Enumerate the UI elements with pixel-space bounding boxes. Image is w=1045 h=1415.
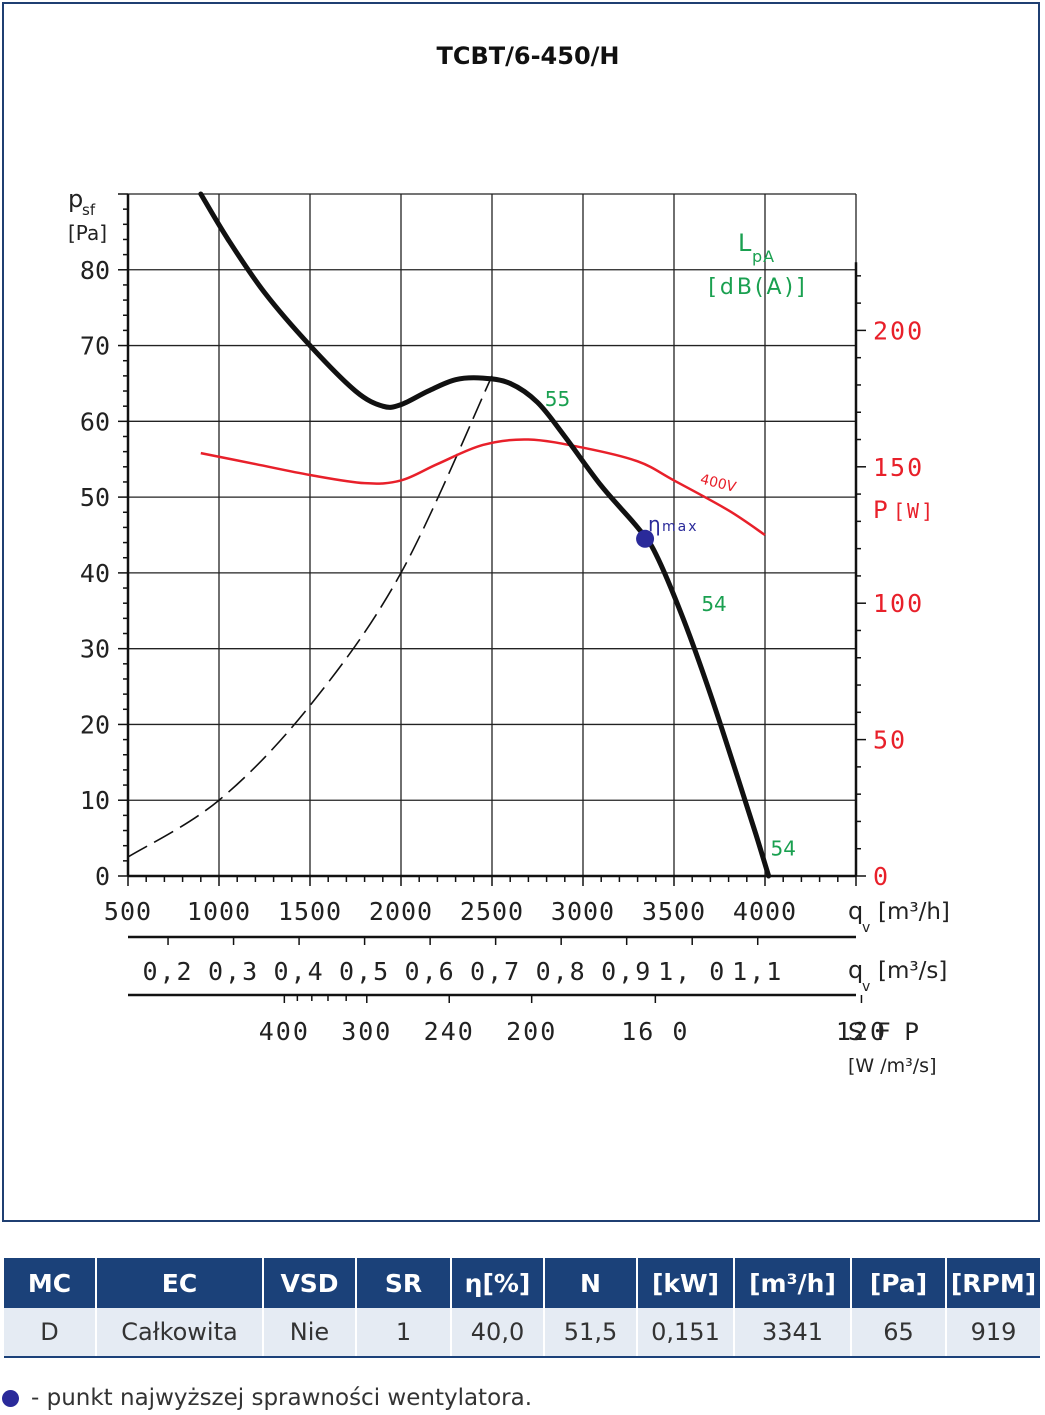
cell-sr: 1 xyxy=(356,1308,452,1358)
header-eta: η[%] xyxy=(451,1258,545,1308)
x-secondary-tick-label: 0,5 xyxy=(339,957,390,986)
chart-frame xyxy=(2,2,1040,1222)
sfp-tick-label: 200 xyxy=(506,1017,557,1046)
y-tick-label: 60 xyxy=(80,407,110,436)
cell-ec: Całkowita xyxy=(96,1308,264,1358)
x-axis-secondary-label-sub: v xyxy=(862,979,870,995)
chart-title: TCBT/6-450/H xyxy=(436,42,619,70)
y-tick-label: 0 xyxy=(95,862,110,891)
header-vsd: VSD xyxy=(263,1258,357,1308)
footnote: - punkt najwyższej sprawności wentylator… xyxy=(2,1385,532,1411)
y-right-tick-label: 200 xyxy=(873,316,924,345)
y-tick-label: 80 xyxy=(80,256,110,285)
parameters-table: MC EC VSD SR η[%] N [kW] [m³/h] [Pa] [RP… xyxy=(4,1258,1040,1358)
noise-label-sub: pA xyxy=(752,247,775,266)
cell-pa: 65 xyxy=(851,1308,947,1358)
header-pa: [Pa] xyxy=(851,1258,947,1308)
x-tick-label: 1000 xyxy=(187,897,251,926)
x-tick-label: 2000 xyxy=(369,897,433,926)
x-secondary-tick-label: 0,4 xyxy=(274,957,325,986)
header-sr: SR xyxy=(356,1258,452,1308)
x-tick-label: 3500 xyxy=(642,897,706,926)
y-axis-left-unit: [Pa] xyxy=(68,221,107,245)
x-tick-label: 4000 xyxy=(733,897,797,926)
x-secondary-tick-label: 0,8 xyxy=(536,957,587,986)
sfp-tick-label: 240 xyxy=(424,1017,475,1046)
eta-max-label: η xyxy=(648,512,661,536)
cell-rpm: 919 xyxy=(946,1308,1040,1358)
y-axis-left-label: p xyxy=(68,185,83,213)
sfp-tick-label: 400 xyxy=(259,1017,310,1046)
y-tick-label: 50 xyxy=(80,483,110,512)
x-tick-label: 3000 xyxy=(551,897,615,926)
y-axis-right-label: P xyxy=(873,496,887,524)
header-n: N xyxy=(544,1258,638,1308)
y-tick-label: 30 xyxy=(80,635,110,664)
voltage-label: 400V xyxy=(699,472,739,496)
y-axis-right-unit: [W] xyxy=(893,499,935,523)
x-tick-label: 2500 xyxy=(460,897,524,926)
noise-label: L xyxy=(738,229,752,257)
x-axis-secondary-label: q xyxy=(848,956,863,984)
y-tick-label: 70 xyxy=(80,332,110,361)
x-secondary-tick-label: 0,7 xyxy=(470,957,521,986)
cell-n: 51,5 xyxy=(544,1308,638,1358)
x-axis-label-sub: v xyxy=(862,920,870,936)
noise-value-label: 55 xyxy=(545,387,570,411)
header-kw: [kW] xyxy=(637,1258,735,1308)
sfp-tick-label: 120 xyxy=(836,1017,887,1046)
y-tick-label: 20 xyxy=(80,710,110,739)
header-flow: [m³/h] xyxy=(734,1258,852,1308)
y-right-tick-label: 150 xyxy=(873,453,924,482)
y-right-tick-label: 50 xyxy=(873,726,907,755)
header-rpm: [RPM] xyxy=(946,1258,1040,1308)
noise-value-label: 54 xyxy=(701,592,726,616)
eta-max-point xyxy=(636,529,655,548)
x-tick-label: 500 xyxy=(104,897,152,926)
eta-max-dot-icon xyxy=(2,1389,19,1407)
pressure-curve xyxy=(198,191,772,879)
cell-flow: 3341 xyxy=(734,1308,852,1358)
cell-eta: 40,0 xyxy=(451,1308,545,1358)
header-ec: EC xyxy=(96,1258,264,1308)
sfp-tick-label: 16 0 xyxy=(621,1017,689,1046)
x-secondary-tick-label: 0,6 xyxy=(405,957,456,986)
cell-kw: 0,151 xyxy=(637,1308,735,1358)
power-curve xyxy=(200,438,766,537)
x-secondary-tick-label: 1,1 xyxy=(732,957,783,986)
table-header-row: MC EC VSD SR η[%] N [kW] [m³/h] [Pa] [RP… xyxy=(4,1258,1040,1308)
y-tick-label: 40 xyxy=(80,559,110,588)
cell-vsd: Nie xyxy=(263,1308,357,1358)
x-secondary-tick-label: 1, 0 xyxy=(658,957,726,986)
x-axis-unit: [m³/h] xyxy=(878,899,950,925)
header-mc: MC xyxy=(4,1258,97,1308)
sfp-tick-label: 300 xyxy=(341,1017,392,1046)
system-curve xyxy=(127,375,493,858)
x-secondary-tick-label: 0,2 xyxy=(142,957,193,986)
x-secondary-tick-label: 0,3 xyxy=(208,957,259,986)
x-axis-label: q xyxy=(848,897,863,925)
y-axis-left-label-sub: sf xyxy=(82,201,96,219)
noise-unit: [dB(A)] xyxy=(708,275,807,300)
y-tick-label: 10 xyxy=(80,786,110,815)
x-tick-label: 1500 xyxy=(278,897,342,926)
x-axis-secondary-unit: [m³/s] xyxy=(878,958,947,984)
cell-mc: D xyxy=(4,1308,97,1358)
sfp-axis-label: S F P xyxy=(848,1018,922,1046)
sfp-axis-unit: [W /m³/s] xyxy=(848,1055,936,1077)
footnote-text: - punkt najwyższej sprawności wentylator… xyxy=(31,1385,533,1411)
y-right-tick-label: 100 xyxy=(873,589,924,618)
eta-max-label-sub: max xyxy=(662,519,699,535)
noise-value-label: 54 xyxy=(770,837,795,861)
y-right-tick-label: 0 xyxy=(873,862,890,891)
table-row: D Całkowita Nie 1 40,0 51,5 0,151 3341 6… xyxy=(4,1308,1040,1358)
x-secondary-tick-label: 0,9 xyxy=(601,957,652,986)
